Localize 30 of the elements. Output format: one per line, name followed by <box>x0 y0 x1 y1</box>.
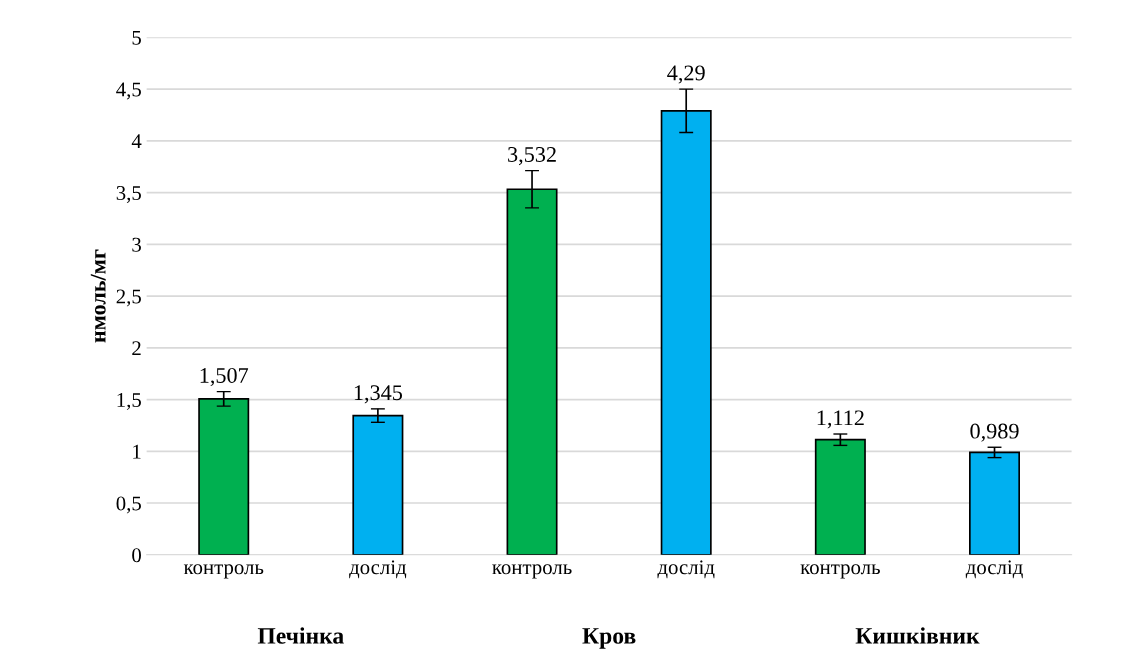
bar <box>814 438 866 555</box>
y-tick-label: 3,5 <box>116 186 141 203</box>
y-axis-title: нмоль/мг <box>90 249 106 343</box>
y-tick-label: 2 <box>132 341 141 356</box>
x-tick-label: контроль <box>492 564 572 579</box>
data-label: 1,112 <box>817 410 864 429</box>
data-label: 1,345 <box>354 385 403 404</box>
bar <box>969 451 1021 555</box>
text: Кишківник <box>855 627 980 644</box>
data-label: 3,532 <box>508 147 556 166</box>
x-tick-label: контроль <box>183 564 264 579</box>
x-tick-label: дослід <box>965 560 1023 579</box>
text: Кров <box>582 628 636 649</box>
x-tick-label: контроль <box>800 564 880 579</box>
y-tick-label: 2,5 <box>116 289 141 307</box>
data-label: 4,29 <box>667 65 705 84</box>
y-tick-label: 1 <box>133 444 141 459</box>
y-tick-label: 4,5 <box>116 82 141 100</box>
x-tick-label: дослід <box>349 560 407 579</box>
x-tick-label: дослід <box>657 560 715 579</box>
data-label: 1,507 <box>200 367 249 387</box>
y-tick-label: 4 <box>131 134 142 149</box>
data-label: 0,989 <box>970 423 1019 442</box>
y-tick-label: 0 <box>132 548 141 563</box>
text: Печінка <box>257 627 344 644</box>
y-tick-label: 5 <box>132 30 141 45</box>
y-tick-label: 0,5 <box>116 496 141 514</box>
bar <box>352 414 404 555</box>
y-tick-label: 1,5 <box>117 393 141 410</box>
y-tick-label: 3 <box>132 237 141 252</box>
